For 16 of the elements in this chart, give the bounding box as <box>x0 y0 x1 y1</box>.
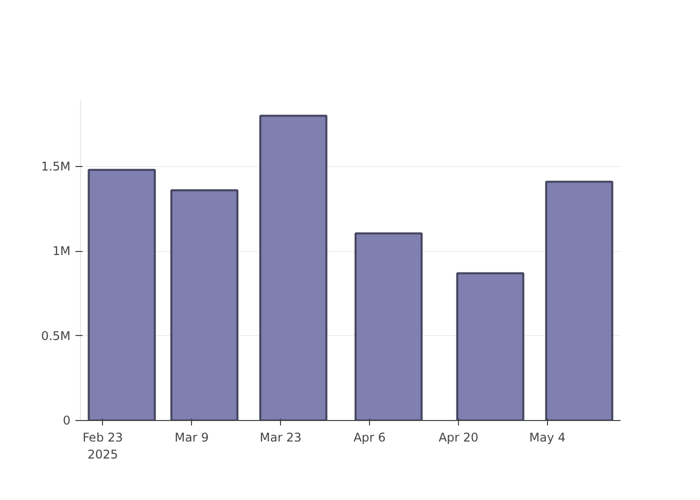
y-tick-label: 0.5M <box>41 328 70 343</box>
x-tick-label: Apr 20 <box>438 430 478 444</box>
x-tick-label: Mar 23 <box>260 430 302 444</box>
x-tick-label: Mar 9 <box>174 430 209 444</box>
x-tick-label: May 4 <box>529 430 566 444</box>
bar <box>170 189 238 420</box>
y-tick-label: 1.5M <box>41 160 70 174</box>
bar <box>545 180 614 420</box>
bar <box>456 272 524 420</box>
x-tick-label: Apr 6 <box>353 430 386 444</box>
y-tick-label: 0 <box>62 414 71 428</box>
x-tick-label: Feb 23 2025 <box>82 430 123 462</box>
bar <box>88 168 156 420</box>
y-tick-label: 1M <box>52 244 71 258</box>
bar <box>354 232 423 420</box>
bar <box>259 114 328 420</box>
